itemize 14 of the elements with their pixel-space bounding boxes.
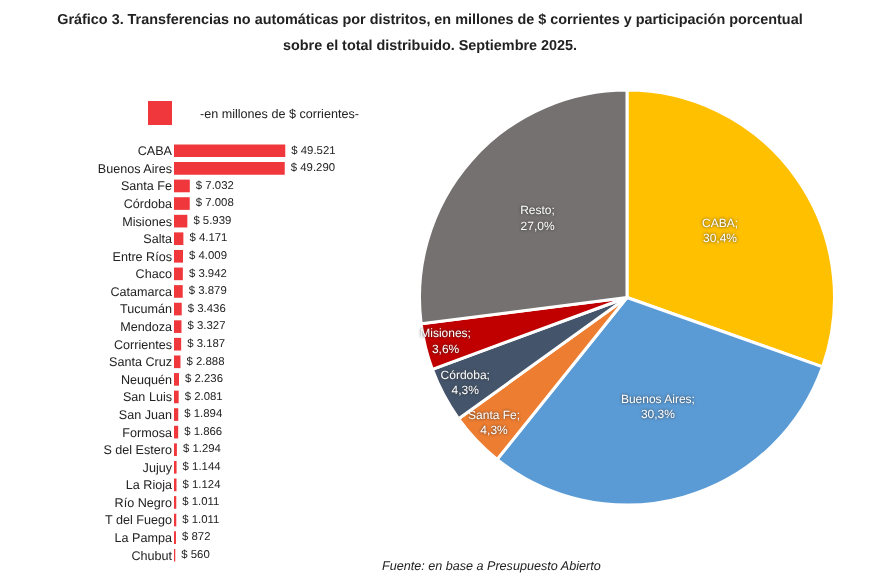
bar (174, 337, 182, 351)
bar (174, 162, 285, 175)
bar (174, 302, 182, 316)
bar (174, 179, 190, 193)
bar (174, 267, 183, 281)
bar (174, 214, 188, 228)
bar (174, 320, 182, 333)
bar (174, 285, 183, 298)
bar (174, 355, 181, 369)
bar (174, 144, 286, 158)
bar (174, 249, 183, 263)
bar (174, 232, 184, 246)
bar (174, 197, 190, 210)
bar (174, 373, 180, 386)
